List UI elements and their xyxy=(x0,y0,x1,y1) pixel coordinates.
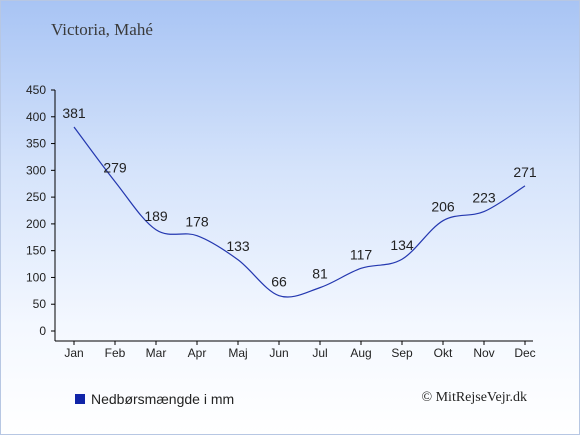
x-tick-label: Feb xyxy=(105,346,126,360)
legend-swatch xyxy=(75,394,85,404)
x-tick-label: Dec xyxy=(514,346,535,360)
data-label: 223 xyxy=(472,190,496,206)
site-credit[interactable]: © MitRejseVejr.dk xyxy=(421,390,527,405)
data-label: 117 xyxy=(350,246,373,262)
x-tick-label: Jun xyxy=(269,346,288,360)
data-label: 279 xyxy=(103,160,127,176)
place-title: Victoria, Mahé xyxy=(51,20,153,39)
x-tick-label: Mar xyxy=(146,346,167,360)
x-tick-label: Apr xyxy=(188,346,207,360)
data-label: 66 xyxy=(271,274,287,290)
y-tick-label: 150 xyxy=(26,244,46,258)
data-label: 189 xyxy=(144,208,168,224)
series-line xyxy=(73,126,526,298)
data-label: 271 xyxy=(513,164,537,180)
data-label: 381 xyxy=(62,105,86,121)
x-tick-label: Jul xyxy=(312,346,327,360)
y-tick-label: 0 xyxy=(39,324,46,338)
data-label: 81 xyxy=(312,266,328,282)
y-tick-label: 100 xyxy=(26,270,46,284)
y-tick-label: 50 xyxy=(33,297,47,311)
data-label: 133 xyxy=(226,238,250,254)
x-tick-label: Sep xyxy=(391,346,413,360)
y-tick-label: 300 xyxy=(26,163,46,177)
x-tick-label: Nov xyxy=(473,346,494,360)
x-tick-label: Maj xyxy=(228,346,247,360)
data-label: 206 xyxy=(431,199,455,215)
x-tick-label: Jan xyxy=(64,346,83,360)
y-tick-label: 400 xyxy=(26,110,46,124)
data-label: 134 xyxy=(390,237,414,253)
legend-label: Nedbørsmængde i mm xyxy=(91,391,235,407)
x-tick-label: Aug xyxy=(350,346,371,360)
y-tick-label: 450 xyxy=(26,83,46,97)
y-tick-label: 200 xyxy=(26,217,46,231)
y-tick-label: 250 xyxy=(26,190,46,204)
legend: Nedbørsmængde i mm xyxy=(75,391,234,407)
data-label: 178 xyxy=(185,214,209,230)
y-tick-label: 350 xyxy=(26,137,46,151)
x-tick-label: Okt xyxy=(434,346,453,360)
